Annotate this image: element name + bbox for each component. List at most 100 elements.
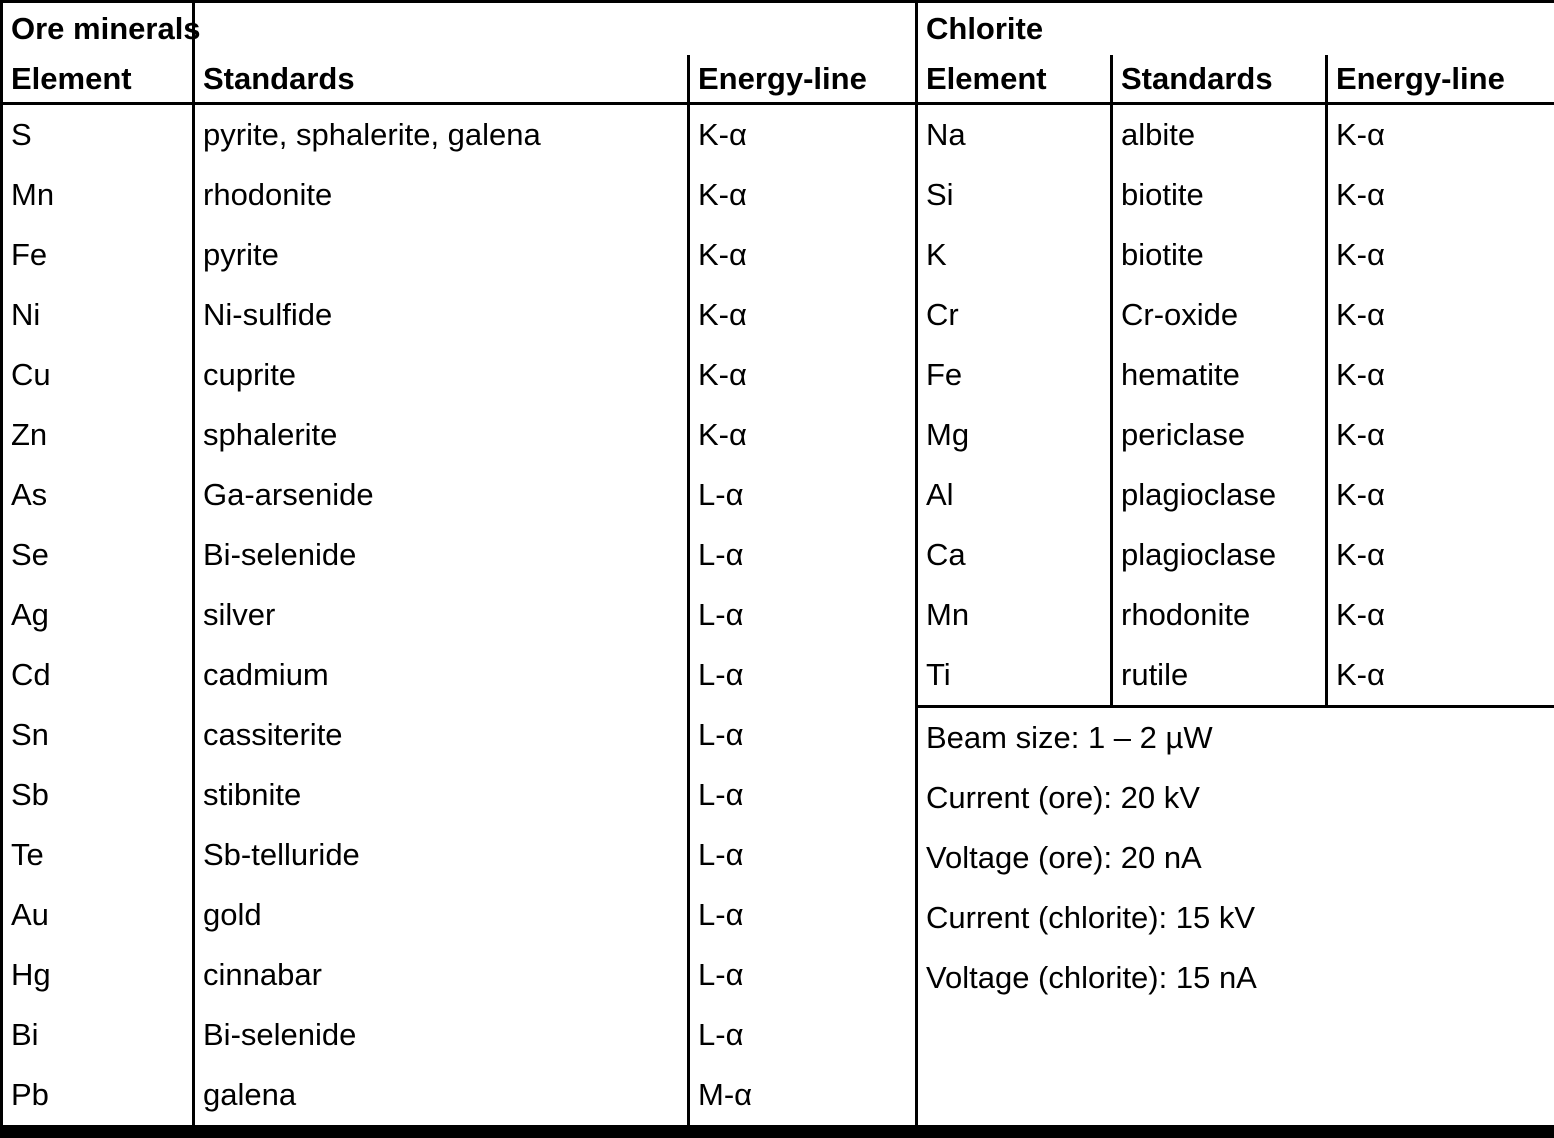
table-row: Mn rhodonite K-α <box>3 165 915 225</box>
table-row: K biotite K-α <box>918 225 1554 285</box>
standards-cell: cassiterite <box>195 705 690 765</box>
table-row: Ti rutile K-α <box>918 645 1554 705</box>
element-cell: Bi <box>3 1005 195 1065</box>
element-cell: Cr <box>918 285 1113 345</box>
table-row: Sn cassiterite L-α <box>3 705 915 765</box>
ore-title-row: Ore minerals <box>3 3 915 55</box>
element-cell: Mg <box>918 405 1113 465</box>
table-row: Fe pyrite K-α <box>3 225 915 285</box>
energy-line-cell: K-α <box>1336 117 1385 152</box>
element-cell: Cd <box>3 645 195 705</box>
energy-line-cell: L-α <box>698 897 744 932</box>
analysis-conditions: Beam size: 1 – 2 µW Current (ore): 20 kV… <box>918 705 1554 1008</box>
energy-line-cell: K-α <box>698 177 747 212</box>
standards-cell: Bi-selenide <box>195 525 690 585</box>
table-row: S pyrite, sphalerite, galena K-α <box>3 105 915 165</box>
energy-line-cell: K-α <box>1336 237 1385 272</box>
standards-cell: plagioclase <box>1113 465 1328 525</box>
table-row: Ca plagioclase K-α <box>918 525 1554 585</box>
standards-cell: cinnabar <box>195 945 690 1005</box>
table-row: Bi Bi-selenide L-α <box>3 1005 915 1065</box>
table-row: Fe hematite K-α <box>918 345 1554 405</box>
table-row: Ni Ni-sulfide K-α <box>3 285 915 345</box>
energy-line-cell: L-α <box>698 957 744 992</box>
energy-line-cell: L-α <box>698 477 744 512</box>
element-cell: Ti <box>918 645 1113 705</box>
table-row: Sb stibnite L-α <box>3 765 915 825</box>
energy-line-cell: K-α <box>698 237 747 272</box>
standards-cell: silver <box>195 585 690 645</box>
table-row: Pb galena M-α <box>3 1065 915 1125</box>
energy-line-cell: L-α <box>698 1017 744 1052</box>
standards-cell: galena <box>195 1065 690 1125</box>
table-row: Au gold L-α <box>3 885 915 945</box>
chlorite-table: Chlorite Element Standards Energy-line N… <box>918 3 1554 1125</box>
table-row: Ag silver L-α <box>3 585 915 645</box>
standards-cell: gold <box>195 885 690 945</box>
beam-size-line: Beam size: 1 – 2 µW <box>926 720 1213 755</box>
standards-cell: periclase <box>1113 405 1328 465</box>
standards-cell: Ga-arsenide <box>195 465 690 525</box>
standards-cell: pyrite <box>195 225 690 285</box>
chlorite-title-row: Chlorite <box>918 3 1554 55</box>
element-cell: Fe <box>918 345 1113 405</box>
table-row: Cr Cr-oxide K-α <box>918 285 1554 345</box>
energy-line-cell: K-α <box>1336 177 1385 212</box>
energy-line-cell: K-α <box>1336 597 1385 632</box>
table-row: Se Bi-selenide L-α <box>3 525 915 585</box>
element-cell: Se <box>3 525 195 585</box>
element-cell: S <box>3 105 195 165</box>
chlorite-header-energy-line: Energy-line <box>1336 60 1505 96</box>
voltage-ore-line: Voltage (ore): 20 nA <box>926 840 1202 875</box>
ore-minerals-table: Ore minerals Element Standards Energy-li… <box>3 3 918 1125</box>
table-row: Cu cuprite K-α <box>3 345 915 405</box>
energy-line-cell: K-α <box>1336 477 1385 512</box>
chlorite-header-row: Element Standards Energy-line <box>918 55 1554 105</box>
table-row: Mn rhodonite K-α <box>918 585 1554 645</box>
energy-line-cell: K-α <box>698 297 747 332</box>
element-cell: Zn <box>3 405 195 465</box>
element-cell: Fe <box>3 225 195 285</box>
standards-cell: biotite <box>1113 165 1328 225</box>
table-row: Al plagioclase K-α <box>918 465 1554 525</box>
standards-cell: biotite <box>1113 225 1328 285</box>
ore-table-title: Ore minerals <box>3 3 201 55</box>
element-cell: Na <box>918 105 1113 165</box>
element-cell: As <box>3 465 195 525</box>
table-row: Si biotite K-α <box>918 165 1554 225</box>
standards-cell: cuprite <box>195 345 690 405</box>
energy-line-cell: K-α <box>698 117 747 152</box>
ore-header-element: Element <box>3 55 195 102</box>
element-cell: Al <box>918 465 1113 525</box>
table-row: Na albite K-α <box>918 105 1554 165</box>
ore-header-row: Element Standards Energy-line <box>3 55 915 105</box>
current-chlorite-line: Current (chlorite): 15 kV <box>926 900 1256 935</box>
standards-cell: Bi-selenide <box>195 1005 690 1065</box>
table-row: Hg cinnabar L-α <box>3 945 915 1005</box>
element-cell: Pb <box>3 1065 195 1125</box>
energy-line-cell: L-α <box>698 537 744 572</box>
energy-line-cell: K-α <box>1336 537 1385 572</box>
energy-line-cell: L-α <box>698 657 744 692</box>
element-cell: Ag <box>3 585 195 645</box>
element-cell: Au <box>3 885 195 945</box>
standards-cell: rhodonite <box>195 165 690 225</box>
ore-header-energy-line: Energy-line <box>698 60 867 96</box>
energy-line-cell: K-α <box>698 417 747 452</box>
energy-line-cell: K-α <box>1336 657 1385 692</box>
element-cell: K <box>918 225 1113 285</box>
standards-cell: plagioclase <box>1113 525 1328 585</box>
ore-header-standards: Standards <box>195 55 690 102</box>
standards-cell: Cr-oxide <box>1113 285 1328 345</box>
table-row: Cd cadmium L-α <box>3 645 915 705</box>
standards-cell: Sb-telluride <box>195 825 690 885</box>
element-cell: Sn <box>3 705 195 765</box>
table-row: Te Sb-telluride L-α <box>3 825 915 885</box>
chlorite-header-standards: Standards <box>1113 55 1328 102</box>
element-cell: Ca <box>918 525 1113 585</box>
standards-cell: Ni-sulfide <box>195 285 690 345</box>
energy-line-cell: M-α <box>698 1077 753 1112</box>
element-cell: Cu <box>3 345 195 405</box>
standards-cell: cadmium <box>195 645 690 705</box>
